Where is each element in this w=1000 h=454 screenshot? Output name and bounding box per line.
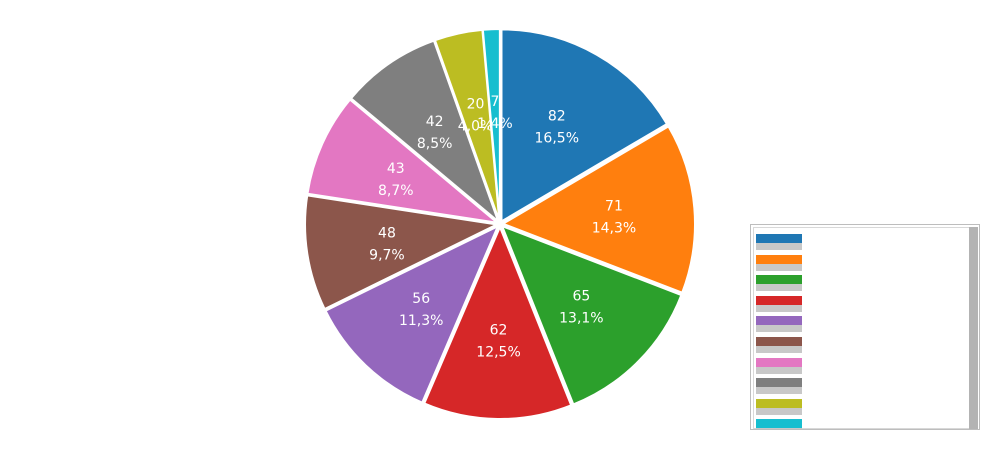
- slice-value-label: 7: [490, 94, 499, 110]
- legend-swatch-shadow: [756, 387, 802, 395]
- slice-value-label: 62: [490, 322, 508, 338]
- legend-swatch: [756, 337, 802, 346]
- legend-swatch-shadow: [756, 243, 802, 250]
- pie-labels: 82 16,5% 71 14,3% 65 13,1% 62 12,5% 56 11,3% 48 9,7…: [369, 94, 636, 361]
- pie-slices: [304, 28, 696, 420]
- legend-item[interactable]: [756, 415, 802, 429]
- legend-item[interactable]: [756, 230, 802, 250]
- legend-swatch: [756, 254, 802, 264]
- slice-value-label: 56: [412, 291, 430, 307]
- slice-percent-label: 9,7%: [369, 247, 405, 263]
- legend-swatch-shadow: [756, 428, 802, 429]
- legend-swatch: [756, 234, 802, 243]
- legend-scrollbar[interactable]: [969, 227, 978, 429]
- legend-swatch-shadow: [756, 407, 802, 415]
- slice-value-label: 43: [387, 161, 405, 177]
- slice-percent-label: 13,1%: [559, 310, 603, 326]
- slice-percent-label: 12,5%: [476, 344, 520, 360]
- slice-percent-label: 1,4%: [477, 116, 513, 132]
- slice-percent-label: 16,5%: [535, 131, 579, 147]
- pie-slice[interactable]: [349, 39, 501, 225]
- legend: [750, 224, 980, 430]
- legend-item[interactable]: [756, 251, 802, 271]
- legend-swatch-shadow: [756, 284, 802, 292]
- legend-item[interactable]: [756, 312, 802, 333]
- slice-percent-label: 14,3%: [592, 221, 636, 237]
- legend-item[interactable]: [756, 395, 802, 415]
- slice-value-label: 71: [605, 199, 623, 215]
- pie-slice[interactable]: [500, 124, 696, 295]
- slice-value-label: 65: [572, 288, 590, 304]
- legend-swatch-shadow: [756, 325, 802, 333]
- legend-item[interactable]: [756, 271, 802, 292]
- legend-swatch-shadow: [756, 304, 802, 312]
- legend-swatch: [756, 295, 802, 305]
- legend-swatch: [756, 316, 802, 326]
- legend-swatch-shadow: [756, 263, 802, 271]
- legend-swatch: [756, 275, 802, 285]
- slice-value-label: 42: [426, 114, 444, 130]
- pie-slice[interactable]: [306, 98, 501, 225]
- legend-swatch: [756, 419, 802, 429]
- slice-percent-label: 4,0%: [458, 118, 494, 134]
- legend-item[interactable]: [756, 374, 802, 395]
- legend-item[interactable]: [756, 292, 802, 312]
- slice-percent-label: 8,5%: [417, 136, 453, 152]
- slice-percent-label: 8,7%: [378, 183, 414, 199]
- pie-slice[interactable]: [304, 194, 501, 311]
- slice-value-label: 82: [548, 109, 566, 125]
- pie-slice[interactable]: [500, 28, 669, 224]
- legend-item[interactable]: [756, 333, 802, 353]
- legend-swatch: [756, 357, 802, 367]
- legend-swatch-shadow: [756, 346, 802, 353]
- legend-swatch: [756, 398, 802, 408]
- legend-list: [753, 227, 971, 429]
- legend-item[interactable]: [756, 354, 802, 374]
- slice-value-label: 48: [378, 225, 396, 241]
- pie-slice[interactable]: [500, 224, 683, 406]
- legend-swatch: [756, 378, 802, 388]
- legend-swatch-shadow: [756, 366, 802, 374]
- slice-percent-label: 11,3%: [399, 313, 443, 329]
- slice-value-label: 20: [467, 96, 485, 112]
- pie-slice[interactable]: [324, 224, 500, 404]
- pie-slice[interactable]: [481, 28, 501, 222]
- pie-slice[interactable]: [422, 224, 573, 420]
